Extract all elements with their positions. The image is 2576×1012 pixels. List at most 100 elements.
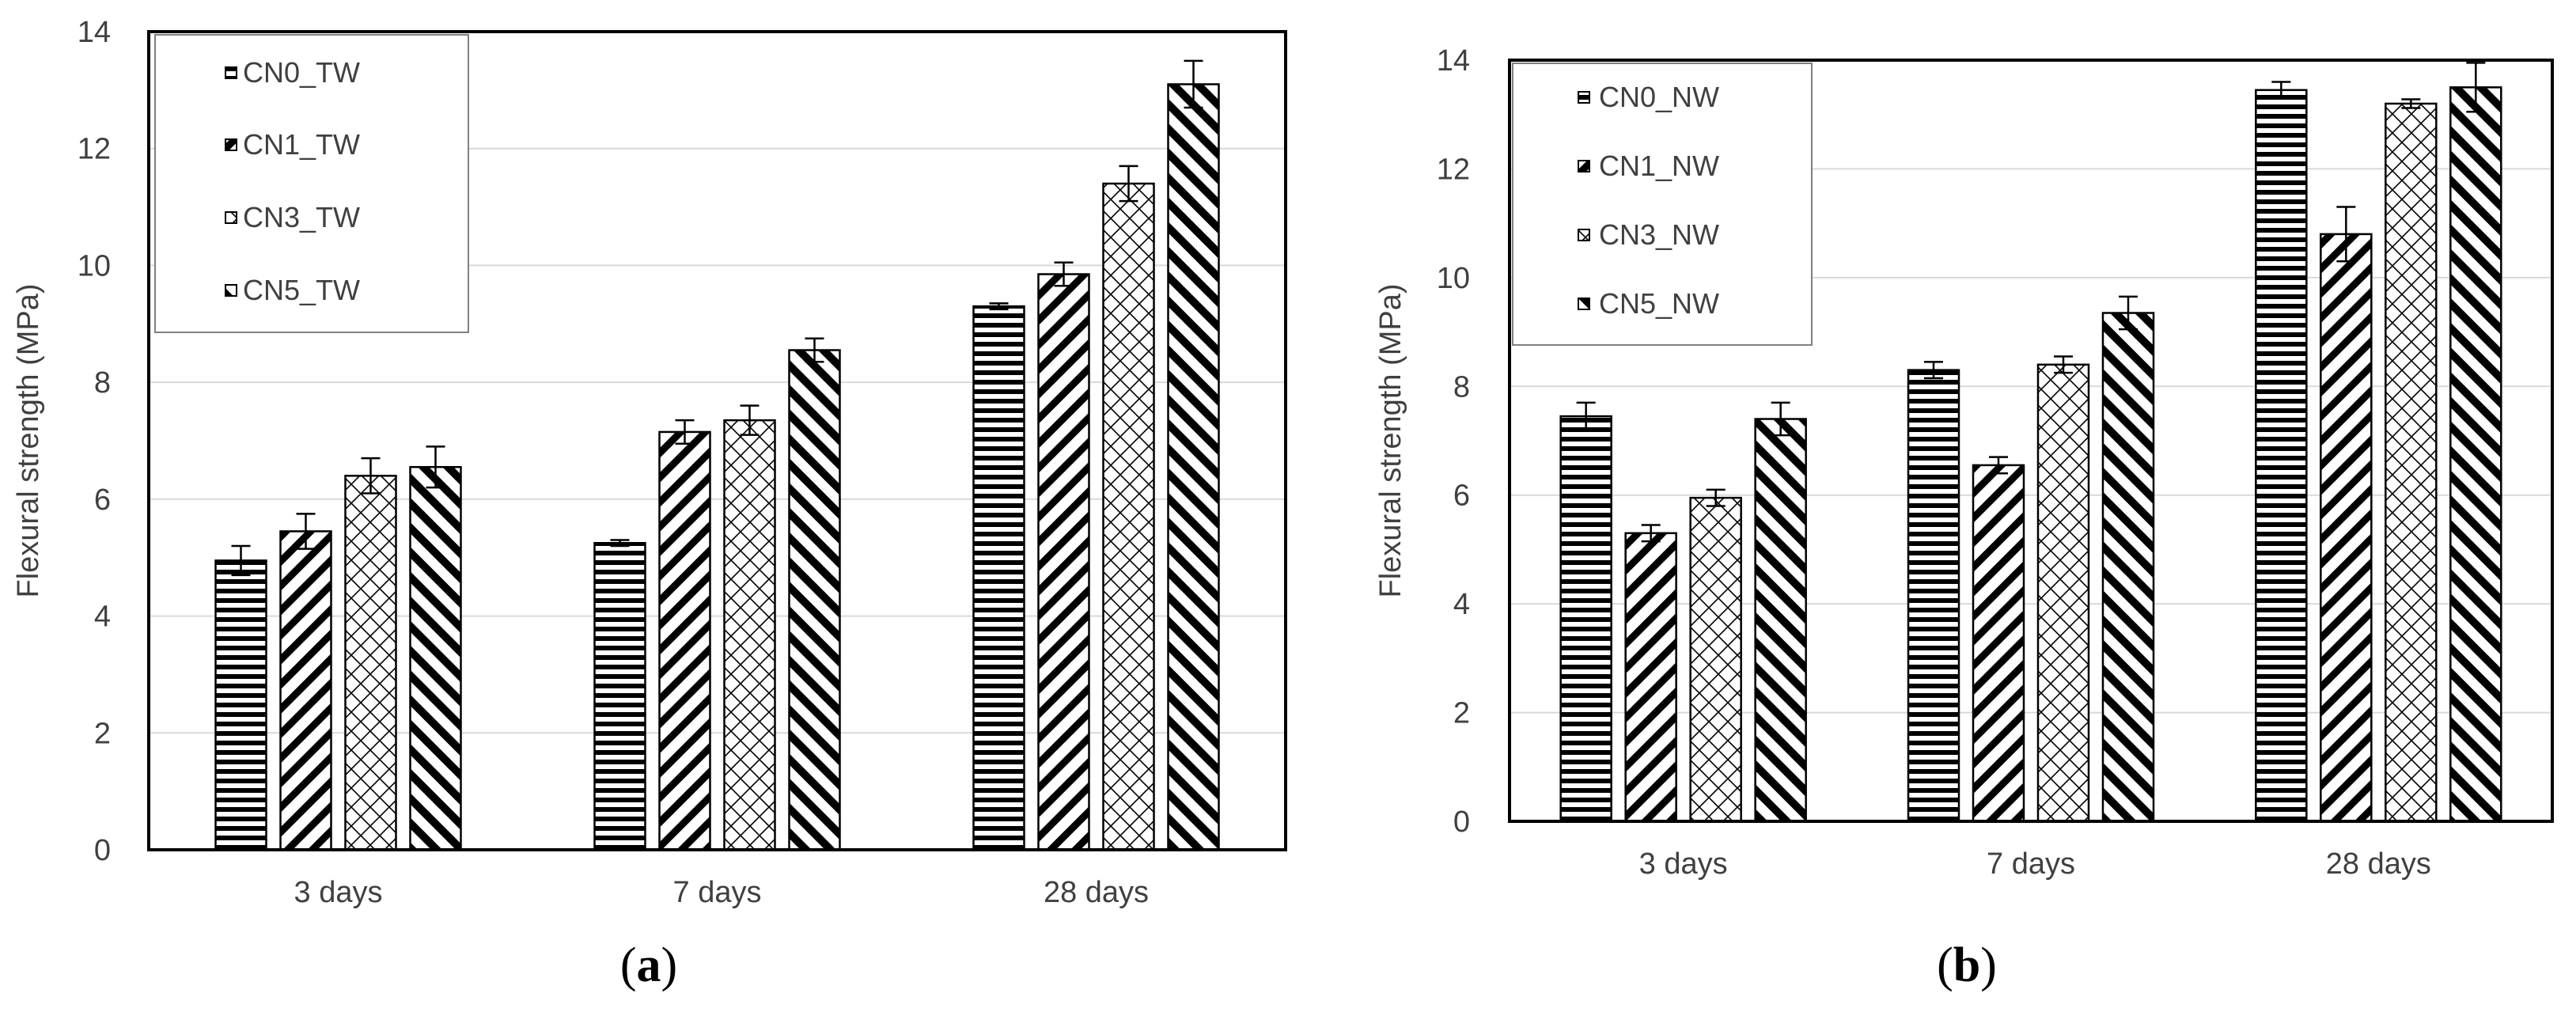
y-tick-label: 12	[78, 133, 111, 166]
error-bar	[1054, 261, 1074, 287]
chart-panel-b: 0 2 4 6 8 10 12 14 3 days 7 days 28 days CN0_NW CN1_…	[1374, 44, 2554, 992]
caption-paren-close: )	[1980, 938, 1997, 992]
caption-letter: a	[637, 938, 661, 992]
error-bar	[610, 539, 630, 548]
y-tick-label: 8	[94, 366, 111, 400]
bar-cn3-tw-28-days	[1102, 182, 1155, 851]
x-tick-label: 3 days	[1639, 847, 1728, 881]
bar-cn1-nw-28-days	[2320, 233, 2373, 823]
bar-cn1-tw-3-days	[279, 530, 332, 851]
bar-cn0-nw-28-days	[2255, 89, 2308, 823]
bar-cn0-nw-3-days	[1559, 415, 1612, 823]
y-tick-label: 0	[1453, 805, 1470, 839]
y-tick-label: 8	[1453, 370, 1470, 404]
caption-paren-open: (	[1937, 938, 1953, 992]
panel-caption: (a)	[620, 938, 677, 992]
legend-swatch	[225, 211, 237, 224]
x-tick-label: 3 days	[294, 876, 383, 909]
error-bar	[1706, 488, 1726, 507]
error-bar	[2401, 98, 2421, 109]
legend-label: CN3_NW	[1599, 218, 1719, 251]
bar-cn5-tw-3-days	[409, 465, 462, 851]
error-bar	[2119, 295, 2138, 331]
bar-cn3-tw-3-days	[344, 475, 397, 851]
error-bar	[296, 513, 316, 550]
legend-label: CN0_TW	[243, 56, 360, 89]
panel-caption: (b)	[1937, 938, 1997, 992]
y-tick-label: 6	[1453, 479, 1470, 513]
error-bar	[1924, 361, 1943, 380]
y-tick-label: 4	[1453, 588, 1470, 621]
bar-cn0-tw-7-days	[593, 542, 646, 851]
bar-cn0-tw-28-days	[972, 305, 1025, 851]
error-bar	[2271, 81, 2291, 100]
error-bar	[989, 302, 1009, 311]
bar-cn3-nw-7-days	[2036, 363, 2090, 823]
bar-cn1-tw-7-days	[658, 430, 711, 851]
bar-cn1-tw-28-days	[1037, 273, 1090, 851]
legend-swatch	[1578, 91, 1590, 104]
error-bar	[2466, 62, 2486, 113]
legend-swatch	[225, 284, 237, 297]
error-bar	[1184, 59, 1203, 109]
legend-label: CN5_TW	[243, 274, 360, 306]
plot-border	[1508, 59, 2554, 823]
error-bar	[231, 544, 251, 577]
x-tick-label: 28 days	[2326, 847, 2431, 881]
bar-cn1-nw-7-days	[1972, 464, 2025, 823]
caption-letter: b	[1953, 938, 1980, 992]
plot-border	[147, 30, 1287, 851]
legend-swatch	[1578, 229, 1590, 241]
legend-label: CN3_TW	[243, 201, 360, 233]
error-bar	[1989, 456, 2008, 475]
bar-cn5-tw-28-days	[1167, 83, 1220, 851]
x-tick-label: 28 days	[1044, 876, 1149, 909]
bar-cn5-tw-7-days	[788, 349, 841, 851]
caption-paren-open: (	[620, 938, 637, 992]
legend-swatch	[225, 66, 237, 79]
y-tick-label: 2	[1453, 697, 1470, 730]
error-bar	[740, 404, 760, 436]
error-bar	[675, 419, 695, 445]
y-tick-label: 6	[94, 483, 111, 517]
y-tick-label: 10	[1437, 262, 1470, 295]
bar-cn1-nw-3-days	[1624, 532, 1677, 823]
legend-swatch	[1578, 298, 1590, 310]
y-axis-title: Flexural strength (MPa)	[12, 283, 45, 597]
bar-cn3-nw-3-days	[1689, 496, 1742, 823]
bar-cn3-nw-28-days	[2385, 102, 2438, 823]
error-bar	[2336, 206, 2356, 263]
x-tick-label: 7 days	[673, 876, 762, 909]
error-bar	[805, 337, 824, 363]
legend-label: CN1_NW	[1599, 150, 1719, 182]
bar-cn5-nw-7-days	[2101, 312, 2155, 823]
error-bar	[1576, 401, 1596, 431]
bar-cn0-nw-7-days	[1907, 369, 1960, 823]
bar-cn0-tw-3-days	[214, 559, 267, 851]
y-tick-label: 0	[94, 834, 111, 867]
legend-swatch	[225, 138, 237, 151]
legend-label: CN0_NW	[1599, 81, 1719, 113]
chart-panel-a: 0 2 4 6 8 10 12 14 3 days 7 days 28 days CN0_TW CN1_…	[12, 16, 1287, 992]
legend-swatch	[1578, 160, 1590, 172]
y-tick-label: 4	[94, 601, 111, 634]
bar-cn3-tw-7-days	[723, 419, 776, 851]
y-tick-label: 14	[78, 16, 111, 49]
error-bar	[1771, 401, 1790, 437]
x-tick-label: 7 days	[1987, 847, 2075, 881]
error-bar	[1119, 165, 1138, 203]
legend-box	[1512, 63, 1813, 346]
y-tick-label: 2	[94, 717, 111, 750]
y-tick-label: 12	[1437, 153, 1470, 186]
y-axis-title: Flexural strength (MPa)	[1374, 283, 1407, 597]
legend-label: CN5_NW	[1599, 287, 1719, 320]
error-bar	[426, 445, 445, 489]
error-bar	[361, 457, 381, 495]
legend-label: CN1_TW	[243, 128, 360, 161]
y-tick-label: 14	[1437, 44, 1470, 78]
caption-paren-close: )	[661, 938, 678, 992]
error-bar	[2054, 355, 2073, 374]
y-tick-label: 10	[78, 249, 111, 282]
legend-box	[154, 34, 469, 333]
